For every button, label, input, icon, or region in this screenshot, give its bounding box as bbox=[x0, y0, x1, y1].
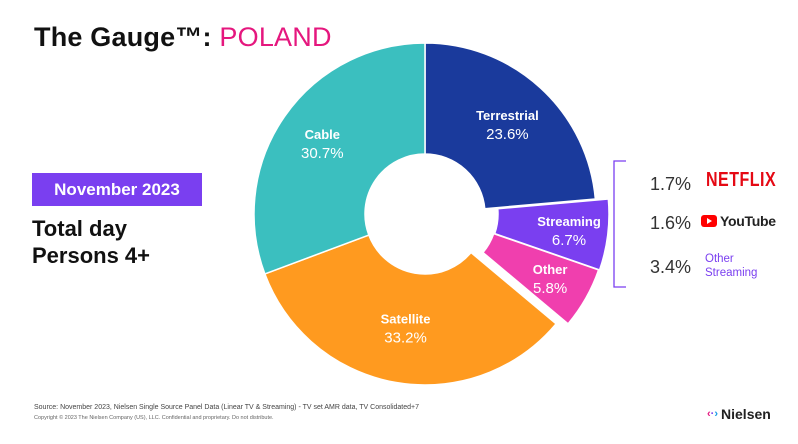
slice-label-terrestrial: Terrestrial bbox=[476, 108, 539, 123]
source-note: Source: November 2023, Nielsen Single So… bbox=[34, 404, 420, 411]
youtube-logo: YouTube bbox=[701, 213, 776, 229]
slice-label-cable: Cable bbox=[305, 127, 340, 142]
nielsen-wordmark: Nielsen bbox=[721, 406, 771, 422]
slice-satellite bbox=[263, 234, 558, 386]
nielsen-logo: ‹·› Nielsen bbox=[707, 406, 771, 422]
slice-value-cable: 30.7% bbox=[301, 145, 344, 162]
other-streaming-share-value: 3.4% bbox=[650, 257, 692, 277]
audience-label: Persons 4+ bbox=[32, 243, 151, 268]
slice-value-terrestrial: 23.6% bbox=[486, 126, 529, 143]
slice-label-other: Other bbox=[533, 262, 568, 277]
daypart-label: Total day bbox=[32, 216, 127, 241]
netflix-share-value: 1.7% bbox=[650, 174, 692, 194]
other-streaming-label-line1: Other bbox=[705, 253, 734, 265]
slice-label-streaming: Streaming bbox=[537, 214, 601, 229]
streaming-bracket bbox=[613, 160, 626, 288]
slice-value-other: 5.8% bbox=[533, 280, 567, 297]
slice-cable bbox=[253, 42, 426, 275]
page-title-prefix: The Gauge™: bbox=[34, 22, 220, 52]
youtube-wordmark: YouTube bbox=[720, 213, 776, 229]
slice-value-streaming: 6.7% bbox=[552, 232, 586, 249]
slice-value-satellite: 33.2% bbox=[384, 329, 427, 346]
other-streaming-label: Other Streaming bbox=[705, 252, 757, 280]
page-title: The Gauge™: POLAND bbox=[34, 22, 332, 53]
copyright-note: Copyright © 2023 The Nielsen Company (US… bbox=[34, 415, 274, 421]
slice-label-satellite: Satellite bbox=[381, 311, 431, 326]
period-badge: November 2023 bbox=[32, 173, 202, 206]
slice-terrestrial bbox=[424, 42, 597, 210]
page-title-country: POLAND bbox=[219, 22, 332, 52]
slice-other bbox=[481, 232, 600, 325]
youtube-share-value: 1.6% bbox=[650, 213, 692, 233]
slice-streaming bbox=[493, 198, 610, 271]
nielsen-arrows-icon: ‹·› bbox=[707, 408, 719, 420]
netflix-logo-icon: NETFLIX bbox=[706, 169, 777, 191]
other-streaming-label-line2: Streaming bbox=[705, 267, 758, 279]
youtube-play-icon bbox=[701, 215, 717, 227]
